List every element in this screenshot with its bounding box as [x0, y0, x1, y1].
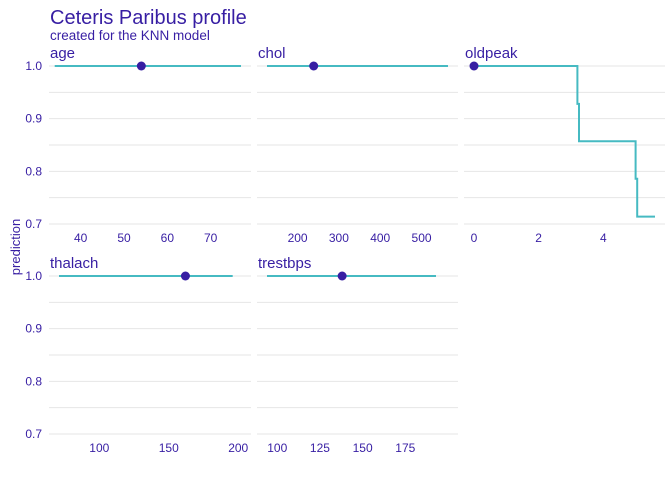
x-tick-label: 150 [353, 441, 373, 455]
x-tick-label: 40 [74, 231, 88, 245]
x-tick-label: 150 [159, 441, 179, 455]
x-tick-label: 100 [89, 441, 109, 455]
y-tick-label: 1.0 [25, 59, 42, 73]
x-tick-label: 500 [412, 231, 432, 245]
profile-line-oldpeak [474, 65, 655, 218]
y-tick-label: 0.9 [25, 322, 42, 336]
observation-point-chol [309, 61, 319, 71]
y-tick-label: 0.7 [25, 427, 42, 441]
panel-label-oldpeak: oldpeak [465, 45, 518, 62]
x-tick-label: 60 [161, 231, 175, 245]
x-tick-label: 100 [267, 441, 287, 455]
chart-title: Ceteris Paribus profile [50, 7, 247, 29]
x-tick-label: 300 [329, 231, 349, 245]
x-tick-label: 2 [535, 231, 542, 245]
observation-point-oldpeak [469, 61, 479, 71]
panel-label-chol: chol [258, 45, 286, 62]
x-tick-label: 125 [310, 441, 330, 455]
y-tick-label: 0.9 [25, 112, 42, 126]
x-tick-label: 4 [600, 231, 607, 245]
y-tick-label: 0.8 [25, 164, 42, 178]
y-tick-label: 0.8 [25, 374, 42, 388]
x-tick-label: 0 [471, 231, 478, 245]
chart-subtitle: created for the KNN model [50, 28, 210, 43]
y-tick-label: 0.7 [25, 217, 42, 231]
x-tick-label: 200 [228, 441, 248, 455]
y-tick-label: 1.0 [25, 269, 42, 283]
observation-point-trestbps [337, 271, 347, 281]
panel-label-thalach: thalach [50, 255, 98, 272]
x-tick-label: 70 [204, 231, 218, 245]
panel-label-trestbps: trestbps [258, 255, 311, 272]
x-tick-label: 50 [117, 231, 131, 245]
observation-point-thalach [180, 271, 190, 281]
x-tick-label: 175 [395, 441, 415, 455]
y-axis-label: prediction [8, 219, 23, 275]
x-tick-label: 400 [370, 231, 390, 245]
panel-label-age: age [50, 45, 75, 62]
observation-point-age [136, 61, 146, 71]
x-tick-label: 200 [288, 231, 308, 245]
